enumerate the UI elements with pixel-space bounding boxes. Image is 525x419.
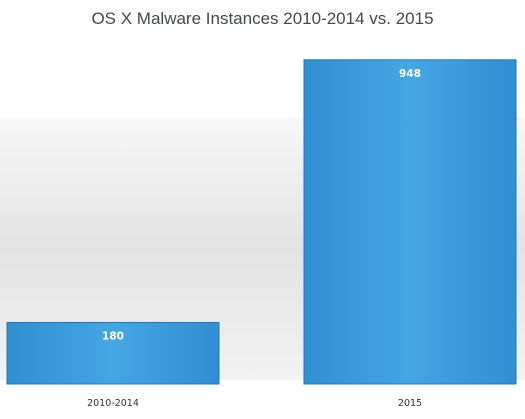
x-tick-label-2015: 2015 — [398, 398, 422, 409]
bars-layer — [6, 59, 517, 385]
data-label-2015: 948 — [399, 68, 421, 80]
x-tick-label-2010-2014: 2010-2014 — [87, 398, 139, 409]
bar-2010-2014 — [6, 321, 220, 385]
labels-layer: 180 948 — [102, 68, 421, 343]
bar-2015 — [303, 59, 517, 385]
data-label-2010-2014: 180 — [102, 330, 124, 342]
chart-title: OS X Malware Instances 2010-2014 vs. 201… — [91, 9, 434, 28]
ticks-layer: 2010-2014 2015 — [87, 398, 422, 409]
